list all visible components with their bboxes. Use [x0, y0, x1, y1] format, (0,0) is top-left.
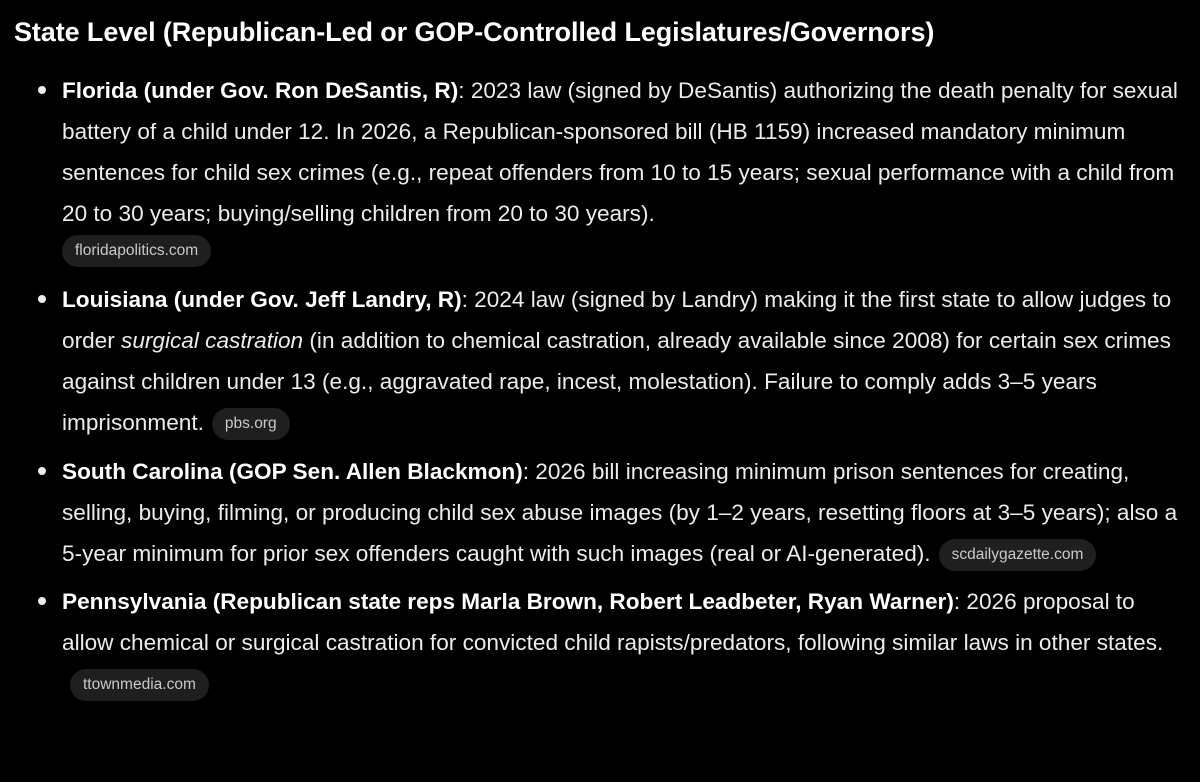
source-chip-pbs[interactable]: pbs.org	[211, 408, 290, 440]
list-item-south-carolina: South Carolina (GOP Sen. Allen Blackmon)…	[14, 451, 1186, 574]
source-chip-floridapolitics[interactable]: floridapolitics.com	[62, 235, 212, 267]
source-chip-ttownmedia[interactable]: ttownmedia.com	[70, 669, 209, 701]
source-chip-scdailygazette[interactable]: scdailygazette.com	[938, 539, 1097, 571]
item-text-before: : 2024 law (signed by Landry) making it …	[62, 287, 1172, 353]
item-text-after: (in addition to chemical castration, alr…	[62, 328, 1171, 435]
section-heading: State Level (Republican-Led or GOP-Contr…	[14, 17, 935, 47]
source-row: floridapolitics.com	[62, 234, 1186, 275]
bullet-icon	[38, 467, 46, 475]
list-item-florida: Florida (under Gov. Ron DeSantis, R): 20…	[14, 70, 1186, 275]
list-item-pennsylvania: Pennsylvania (Republican state reps Marl…	[14, 581, 1186, 704]
state-law-list: Florida (under Gov. Ron DeSantis, R): 20…	[14, 70, 1186, 704]
list-item-louisiana: Louisiana (under Gov. Jeff Landry, R): 2…	[14, 279, 1186, 443]
bullet-icon	[38, 86, 46, 94]
item-emphasis: surgical castration	[121, 328, 304, 353]
item-lead: Louisiana (under Gov. Jeff Landry, R)	[62, 287, 462, 312]
bullet-icon	[38, 597, 46, 605]
item-text: : 2023 law (signed by DeSantis) authoriz…	[62, 78, 1178, 226]
item-lead: Pennsylvania (Republican state reps Marl…	[62, 589, 954, 614]
item-text: : 2026 proposal to allow chemical or sur…	[62, 589, 1164, 655]
item-lead: Florida (under Gov. Ron DeSantis, R)	[62, 78, 459, 103]
item-lead: South Carolina (GOP Sen. Allen Blackmon)	[62, 459, 523, 484]
item-text: : 2026 bill increasing minimum prison se…	[62, 459, 1178, 566]
bullet-icon	[38, 295, 46, 303]
